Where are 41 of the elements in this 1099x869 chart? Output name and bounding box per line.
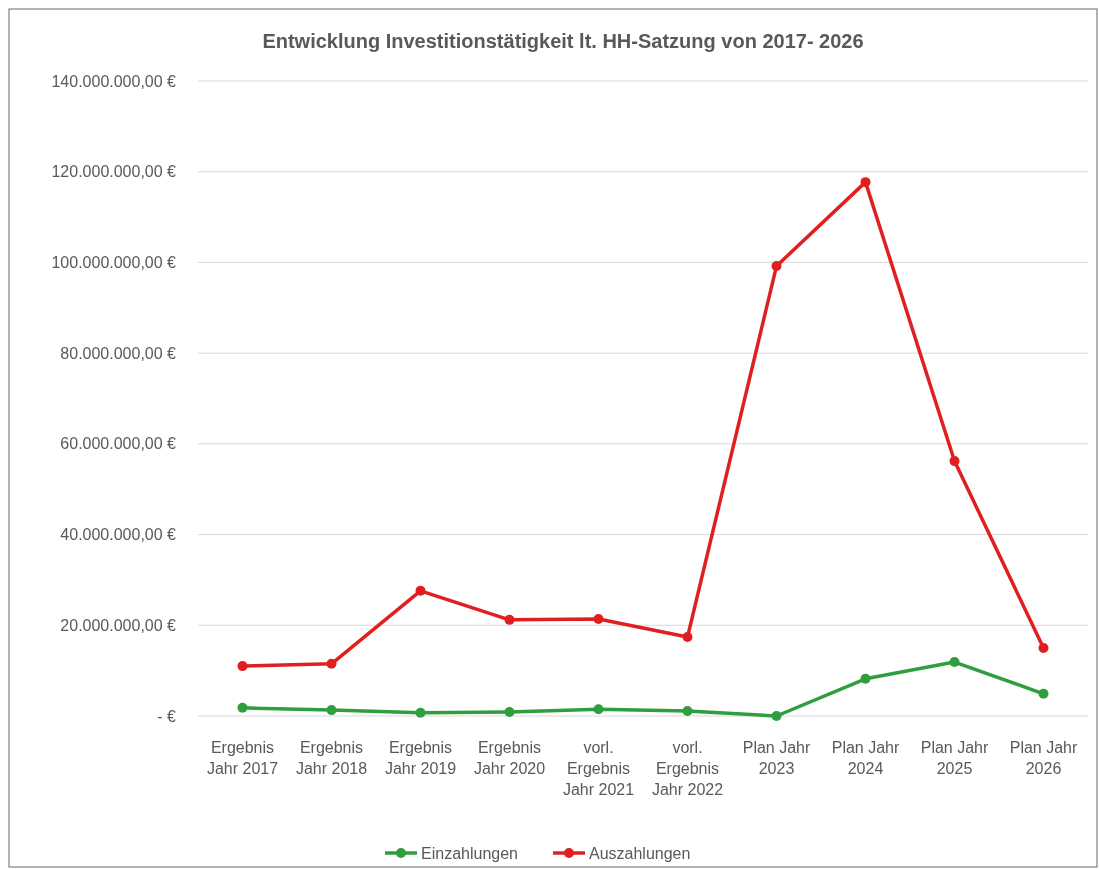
y-tick-label: - € bbox=[157, 707, 177, 725]
x-tick-label: Ergebnis Jahr 2017 bbox=[206, 739, 279, 777]
y-tick-label: 100.000.000,00 € bbox=[51, 254, 177, 272]
point bbox=[326, 658, 337, 669]
x-tick-label: Plan Jahr 2026 bbox=[1009, 739, 1078, 777]
legend-label: Auszahlungen bbox=[589, 844, 691, 862]
x-tick-label: Ergebnis Jahr 2019 bbox=[384, 739, 457, 777]
point bbox=[860, 673, 871, 684]
y-tick-label: 20.000.000,00 € bbox=[60, 616, 177, 634]
point bbox=[949, 657, 960, 668]
x-tick-label: vorl. Ergebnis Jahr 2022 bbox=[651, 739, 724, 798]
point bbox=[771, 711, 782, 721]
x-tick-label: Plan Jahr 2023 bbox=[742, 739, 811, 777]
point bbox=[326, 705, 337, 716]
x-tick-label: Plan Jahr 2024 bbox=[831, 739, 900, 777]
point bbox=[504, 706, 515, 717]
x-tick-label: Ergebnis Jahr 2020 bbox=[473, 739, 546, 777]
point bbox=[593, 613, 604, 624]
y-tick-label: 140.000.000,00 € bbox=[51, 72, 177, 90]
point bbox=[860, 177, 871, 188]
point bbox=[682, 706, 693, 717]
point bbox=[1038, 642, 1049, 653]
point bbox=[237, 661, 248, 672]
y-tick-label: 60.000.000,00 € bbox=[60, 435, 177, 453]
point bbox=[1038, 688, 1049, 699]
point bbox=[504, 614, 515, 625]
y-tick-label: 40.000.000,00 € bbox=[60, 526, 177, 544]
point bbox=[593, 704, 604, 715]
point bbox=[949, 456, 960, 467]
point bbox=[682, 632, 693, 643]
x-tick-label: Ergebnis Jahr 2018 bbox=[295, 739, 368, 777]
x-tick-label: vorl. Ergebnis Jahr 2021 bbox=[562, 739, 635, 798]
chart-title: Entwicklung Investitionstätigkeit lt. HH-Satzung von 2017- 2026 bbox=[262, 30, 864, 52]
x-tick-label: Plan Jahr 2025 bbox=[920, 739, 989, 777]
point bbox=[415, 585, 426, 596]
y-tick-label: 120.000.000,00 € bbox=[51, 163, 177, 181]
point bbox=[771, 261, 782, 272]
point bbox=[415, 707, 426, 718]
legend-label: Einzahlungen bbox=[421, 844, 518, 862]
y-tick-label: 80.000.000,00 € bbox=[60, 344, 177, 362]
point bbox=[237, 702, 248, 713]
